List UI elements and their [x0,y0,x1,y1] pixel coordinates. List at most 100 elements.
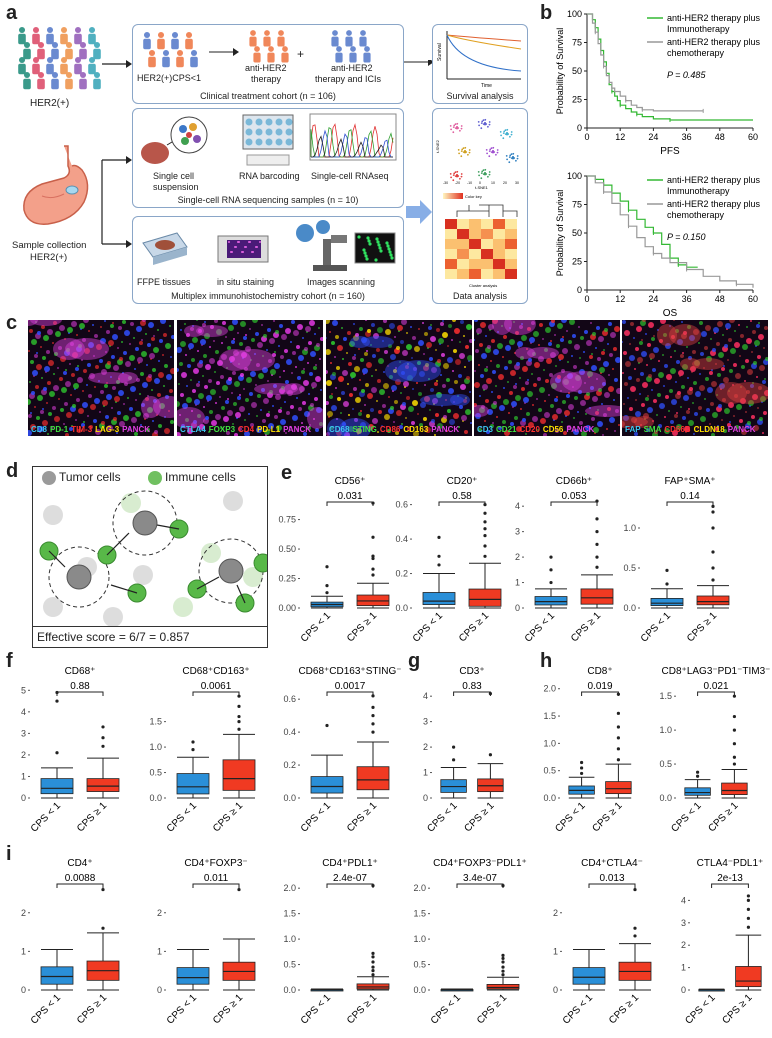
boxplot-y-tick-label: 1 [681,963,686,973]
stain-spot [112,322,114,324]
stain-spot [83,421,85,423]
stain-spot [93,355,95,357]
stain-spot [348,414,350,416]
stain-spot [721,419,723,421]
outlier-point [633,887,637,892]
person-head [254,46,260,52]
scan-dot [389,253,393,257]
km-legend-label: chemotherapy [667,210,725,220]
pvalue-label: 0.031 [337,491,362,502]
stain-spot [315,428,319,432]
stain-spot [346,352,348,354]
arm1-label-2: therapy [251,74,282,84]
stain-region [492,320,512,335]
category-label: CPS ≥ 1 [462,800,496,834]
stain-spot [628,428,630,430]
stain-spot [220,375,224,379]
outlier-point [595,565,599,569]
stain-spot [693,381,697,385]
outlier-point [371,973,375,977]
stain-spot [442,320,444,322]
outlier-point [101,736,105,740]
person-body [46,63,54,75]
stain-spot [568,392,570,394]
mihc-image-1: CD8 PD-1 TIM-3 LAG-3 PANCK [28,320,174,436]
pvalue-label: 0.021 [703,681,728,692]
boxplot-y-tick-label: 0 [515,603,520,613]
stain-spot [646,428,650,432]
stain-spot [459,353,465,359]
outlier-point [595,499,599,503]
stain-spot [684,426,690,432]
stain-spot [204,321,206,323]
stain-spot [437,359,441,363]
tsne-point [484,172,486,174]
stain-spot [470,422,472,424]
stain-spot [762,432,764,434]
km-x-tick-label: 24 [648,294,658,304]
stain-spot [681,321,683,323]
stain-spot [711,433,715,436]
stain-spot [316,343,320,347]
tsne-point [488,150,491,152]
stain-spot [700,416,706,422]
stain-spot [384,414,390,420]
stain-spot [502,356,504,358]
stain-spot [476,328,482,334]
stain-spot [359,327,363,331]
stain-spot [533,331,539,337]
heatmap-cell [505,259,517,269]
stain-spot [145,333,147,335]
boxplot-title: CD20⁺ [447,476,478,487]
outlier-point [237,704,241,708]
stain-spot [295,366,297,368]
outlier-point [696,774,700,778]
stain-spot [437,423,443,429]
stain-spot [215,414,221,420]
boxplot-y-tick-label: 1 [157,946,162,956]
heatmap-cell [481,219,493,229]
tsne-point [488,155,491,158]
km-y-tick-label: 75 [572,38,582,48]
stain-spot [397,325,403,331]
stain-region [88,372,132,384]
stain-spot [266,349,268,351]
box-body [696,595,730,606]
stain-spot [683,395,689,401]
stain-spot [669,325,671,327]
tsne-point [454,171,457,174]
stain-spot [416,382,418,384]
boxplot-title: CD4⁺FOXP3⁻ [184,858,247,869]
tsne-point [510,133,513,136]
stain-spot [192,337,198,343]
stain-spot [498,426,502,430]
outlier-point [55,751,59,755]
person-body [335,52,343,63]
stain-spot [280,419,286,425]
tsne-point [488,171,491,173]
stain-spot [358,412,362,416]
tsne-point [484,168,487,171]
stain-spot [157,393,161,397]
stain-spot [116,432,118,434]
stain-spot [53,373,55,375]
person-head [88,56,96,64]
tsne-point [510,131,513,133]
stain-spot [475,349,479,353]
stain-spot [562,336,564,338]
outlier-point [371,573,375,577]
stain-spot [417,413,419,415]
stain-spot [326,380,332,386]
stain-spot [113,365,119,371]
mihc-box: FFPE tissues in situ staining Images sca… [132,216,404,304]
stain-spot [118,378,120,380]
stain-spot [118,326,122,330]
person-head [93,71,101,79]
heatmap-cell [445,219,457,229]
stain-spot [361,389,365,393]
stain-spot [736,404,742,410]
stain-spot [497,395,501,399]
stain-spot [740,334,744,338]
stain-spot [474,320,478,322]
stain-spot [281,334,287,340]
